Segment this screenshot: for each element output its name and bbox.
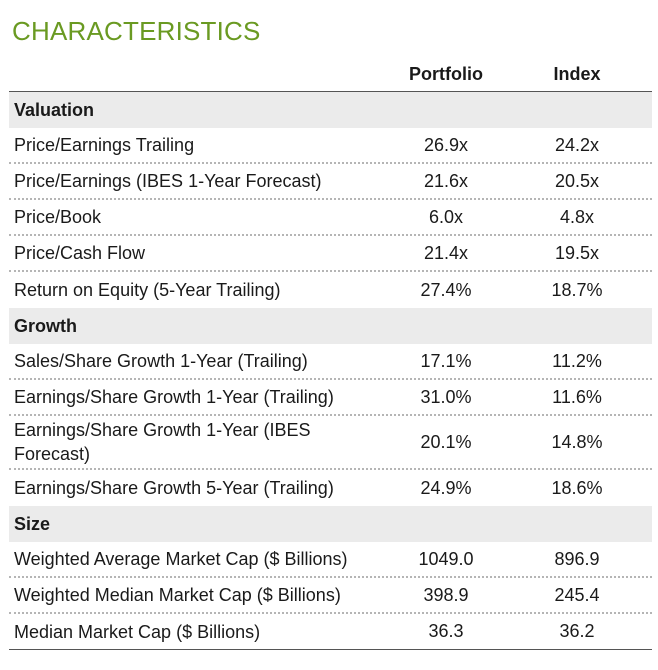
- row-label: Earnings/Share Growth 1-Year (IBES Forec…: [14, 420, 311, 464]
- section-header: Size: [9, 506, 652, 542]
- table-row: Weighted Median Market Cap ($ Billions) …: [9, 578, 652, 614]
- row-label: Weighted Average Market Cap ($ Billions): [14, 549, 348, 569]
- row-label: Median Market Cap ($ Billions): [14, 621, 261, 642]
- table-row: Earnings/Share Growth 5-Year (Trailing) …: [9, 470, 652, 506]
- row-label: Sales/Share Growth 1-Year (Trailing): [14, 351, 308, 371]
- index-value: 18.6%: [551, 477, 603, 498]
- portfolio-value: 6.0x: [428, 206, 464, 227]
- portfolio-value: 31.0%: [420, 386, 472, 407]
- section-label: Valuation: [14, 100, 95, 120]
- page-title: CHARACTERISTICS: [12, 16, 261, 46]
- index-value: 20.5x: [554, 170, 600, 191]
- section-header: Growth: [9, 308, 652, 344]
- column-header-portfolio: Portfolio: [409, 64, 483, 84]
- row-label: Price/Earnings (IBES 1-Year Forecast): [14, 171, 322, 191]
- row-label: Price/Book: [14, 207, 102, 227]
- table-row: Earnings/Share Growth 1-Year (IBES Forec…: [9, 416, 652, 470]
- portfolio-value: 21.6x: [423, 170, 469, 191]
- index-value: 24.2x: [554, 134, 600, 155]
- index-value: 11.6%: [552, 386, 602, 407]
- portfolio-value: 26.9x: [423, 134, 469, 155]
- portfolio-value: 36.3: [428, 621, 464, 641]
- table-row: Return on Equity (5-Year Trailing) 27.4%…: [9, 272, 652, 308]
- row-label: Price/Cash Flow: [14, 243, 146, 263]
- characteristics-table: Valuation Price/Earnings Trailing 26.9x …: [9, 92, 652, 650]
- section-label: Size: [14, 514, 51, 534]
- row-label: Weighted Median Market Cap ($ Billions): [14, 585, 341, 605]
- index-value: 18.7%: [551, 279, 603, 300]
- index-value: 11.2%: [552, 350, 602, 371]
- portfolio-value: 398.9: [423, 584, 469, 605]
- table-row: Price/Earnings (IBES 1-Year Forecast) 21…: [9, 164, 652, 200]
- table-row: Price/Cash Flow 21.4x 19.5x: [9, 236, 652, 272]
- index-value: 19.5x: [554, 242, 600, 263]
- section-header: Valuation: [9, 92, 652, 128]
- table-row: Price/Earnings Trailing 26.9x 24.2x: [9, 128, 652, 164]
- index-value: 245.4: [554, 584, 600, 605]
- row-label: Price/Earnings Trailing: [14, 135, 195, 155]
- index-value: 4.8x: [559, 206, 595, 227]
- portfolio-value: 1049.0: [418, 548, 474, 569]
- header-rule: [9, 91, 652, 92]
- table-row: Earnings/Share Growth 1-Year (Trailing) …: [9, 380, 652, 416]
- table-row: Median Market Cap ($ Billions) 36.3 36.2: [9, 614, 652, 650]
- row-label: Return on Equity (5-Year Trailing): [14, 280, 281, 300]
- row-label: Earnings/Share Growth 5-Year (Trailing): [14, 478, 334, 498]
- index-value: 896.9: [554, 548, 600, 569]
- column-header-index: Index: [553, 64, 601, 84]
- portfolio-value: 21.4x: [423, 242, 469, 263]
- portfolio-value: 24.9%: [420, 477, 472, 498]
- row-label: Earnings/Share Growth 1-Year (Trailing): [14, 387, 334, 407]
- table-row: Weighted Average Market Cap ($ Billions)…: [9, 542, 652, 578]
- table-row: Sales/Share Growth 1-Year (Trailing) 17.…: [9, 344, 652, 380]
- portfolio-value: 20.1%: [420, 431, 472, 452]
- section-label: Growth: [14, 316, 77, 336]
- portfolio-value: 27.4%: [420, 279, 472, 300]
- index-value: 36.2: [559, 621, 595, 641]
- portfolio-value: 17.1%: [420, 350, 472, 371]
- index-value: 14.8%: [551, 431, 603, 452]
- table-row: Price/Book 6.0x 4.8x: [9, 200, 652, 236]
